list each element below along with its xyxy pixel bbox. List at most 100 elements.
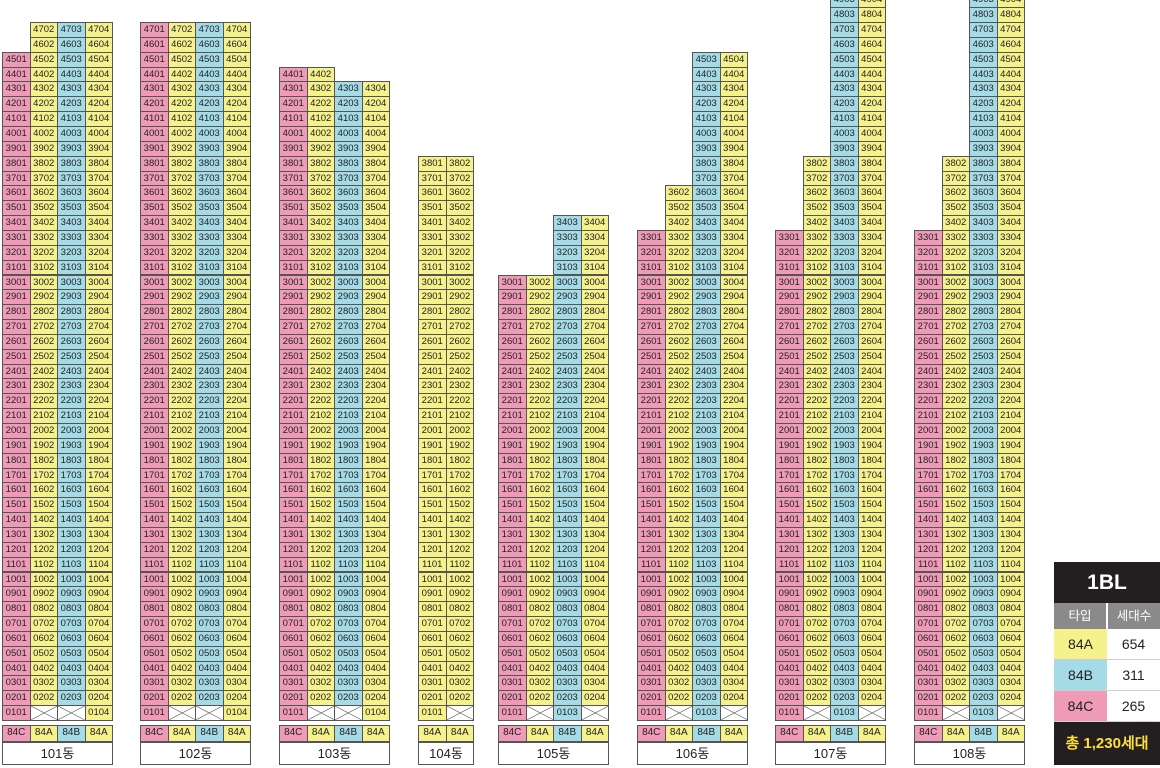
column-type-label: 84C bbox=[914, 725, 943, 742]
unit-cell: 0804 bbox=[719, 601, 748, 618]
unit-cell: 2604 bbox=[361, 333, 390, 350]
unit-cell: 2904 bbox=[580, 289, 609, 306]
unit-cell: 1001 bbox=[2, 571, 31, 588]
unit-cell: 1101 bbox=[637, 556, 666, 573]
unit-cell: 2903 bbox=[692, 289, 721, 306]
unit-cell: 0303 bbox=[969, 675, 998, 692]
unit-cell: 0404 bbox=[719, 660, 748, 677]
unit-cell: 0902 bbox=[802, 586, 831, 603]
unit-cell: 2702 bbox=[167, 319, 196, 335]
unit-cell: 3104 bbox=[580, 259, 609, 276]
unit-cell: 3604 bbox=[857, 185, 886, 202]
unit-cell: 0501 bbox=[140, 645, 169, 662]
unit-cell: 2201 bbox=[637, 393, 666, 410]
unit-cell: 1304 bbox=[857, 526, 886, 543]
legend-count-84b: 311 bbox=[1107, 660, 1160, 691]
unit-cell: 2702 bbox=[941, 319, 970, 335]
unit-cell: 3703 bbox=[692, 170, 721, 187]
unit-cell: 0204 bbox=[580, 690, 609, 707]
unit-cell: 4503 bbox=[195, 51, 224, 68]
unit-cell: 0601 bbox=[418, 630, 447, 647]
unit-cell: 2401 bbox=[140, 363, 169, 380]
unit-cell: 4104 bbox=[857, 111, 886, 127]
unit-cell: 1204 bbox=[996, 541, 1025, 558]
unit-cell: 3301 bbox=[140, 229, 169, 246]
unit-cell: 2903 bbox=[57, 289, 86, 306]
unit-cell: 2602 bbox=[664, 333, 693, 350]
unit-cell: 1402 bbox=[525, 512, 554, 528]
piloti-void-cell bbox=[664, 705, 693, 721]
unit-cell: 0804 bbox=[84, 601, 113, 618]
unit-cell: 3204 bbox=[996, 244, 1025, 261]
unit-cell: 1903 bbox=[57, 437, 86, 454]
unit-cell: 4503 bbox=[692, 51, 721, 68]
unit-cell: 1004 bbox=[719, 571, 748, 588]
unit-cell: 1404 bbox=[222, 512, 251, 528]
unit-cell: 1403 bbox=[969, 512, 998, 528]
unit-cell: 1301 bbox=[637, 526, 666, 543]
unit-cell: 0803 bbox=[830, 601, 859, 618]
unit-cell: 1702 bbox=[802, 467, 831, 484]
unit-cell: 2503 bbox=[195, 348, 224, 365]
legend-count-84c: 265 bbox=[1107, 691, 1160, 722]
unit-cell: 3103 bbox=[692, 259, 721, 276]
unit-cell: 0801 bbox=[775, 601, 804, 618]
unit-cell: 3904 bbox=[719, 140, 748, 157]
unit-cell: 0402 bbox=[802, 660, 831, 677]
unit-cell: 2702 bbox=[802, 319, 831, 335]
unit-cell: 0503 bbox=[553, 645, 582, 662]
unit-cell: 0201 bbox=[775, 690, 804, 707]
unit-cell: 3404 bbox=[719, 215, 748, 231]
unit-cell: 4404 bbox=[222, 66, 251, 83]
building-name: 107동 bbox=[775, 742, 886, 765]
unit-cell: 2302 bbox=[306, 378, 335, 395]
unit-cell: 1801 bbox=[279, 452, 308, 469]
unit-cell: 0604 bbox=[580, 630, 609, 647]
unit-cell: 2801 bbox=[279, 304, 308, 321]
unit-cell: 2604 bbox=[857, 333, 886, 350]
unit-cell: 3304 bbox=[361, 229, 390, 246]
column-type-label: 84A bbox=[719, 725, 748, 742]
unit-cell: 1304 bbox=[580, 526, 609, 543]
unit-cell: 4004 bbox=[361, 126, 390, 142]
unit-cell: 2201 bbox=[914, 393, 943, 410]
unit-cell: 2402 bbox=[525, 363, 554, 380]
unit-cell: 0402 bbox=[941, 660, 970, 677]
unit-cell: 1801 bbox=[498, 452, 527, 469]
unit-cell: 2603 bbox=[553, 333, 582, 350]
unit-cell: 1001 bbox=[775, 571, 804, 588]
unit-cell: 3003 bbox=[692, 274, 721, 291]
unit-cell: 3103 bbox=[969, 259, 998, 276]
unit-cell: 2703 bbox=[553, 319, 582, 335]
unit-cell: 0904 bbox=[84, 586, 113, 603]
unit-cell: 1301 bbox=[914, 526, 943, 543]
unit-cell: 0404 bbox=[857, 660, 886, 677]
unit-cell: 1902 bbox=[167, 437, 196, 454]
column-type-label: 84C bbox=[498, 725, 527, 742]
unit-cell: 0402 bbox=[664, 660, 693, 677]
unit-cell: 1904 bbox=[857, 437, 886, 454]
unit-cell: 3201 bbox=[2, 244, 31, 261]
piloti-void-cell bbox=[719, 705, 748, 721]
unit-cell: 2502 bbox=[167, 348, 196, 365]
unit-cell: 0201 bbox=[279, 690, 308, 707]
unit-cell: 2002 bbox=[306, 423, 335, 439]
unit-cell: 2003 bbox=[334, 423, 363, 439]
unit-cell: 0502 bbox=[525, 645, 554, 662]
unit-cell: 2302 bbox=[525, 378, 554, 395]
unit-cell: 0602 bbox=[29, 630, 58, 647]
unit-cell: 2801 bbox=[914, 304, 943, 321]
unit-cell: 1504 bbox=[361, 497, 390, 514]
unit-cell: 0704 bbox=[84, 616, 113, 632]
unit-cell: 1503 bbox=[553, 497, 582, 514]
unit-cell: 0702 bbox=[167, 616, 196, 632]
unit-cell: 0401 bbox=[140, 660, 169, 677]
unit-cell: 2503 bbox=[553, 348, 582, 365]
unit-cell: 1103 bbox=[57, 556, 86, 573]
unit-cell: 3204 bbox=[84, 244, 113, 261]
unit-cell: 1903 bbox=[830, 437, 859, 454]
unit-cell: 0903 bbox=[830, 586, 859, 603]
unit-cell: 4402 bbox=[167, 66, 196, 83]
unit-cell: 2904 bbox=[996, 289, 1025, 306]
unit-cell: 2003 bbox=[195, 423, 224, 439]
